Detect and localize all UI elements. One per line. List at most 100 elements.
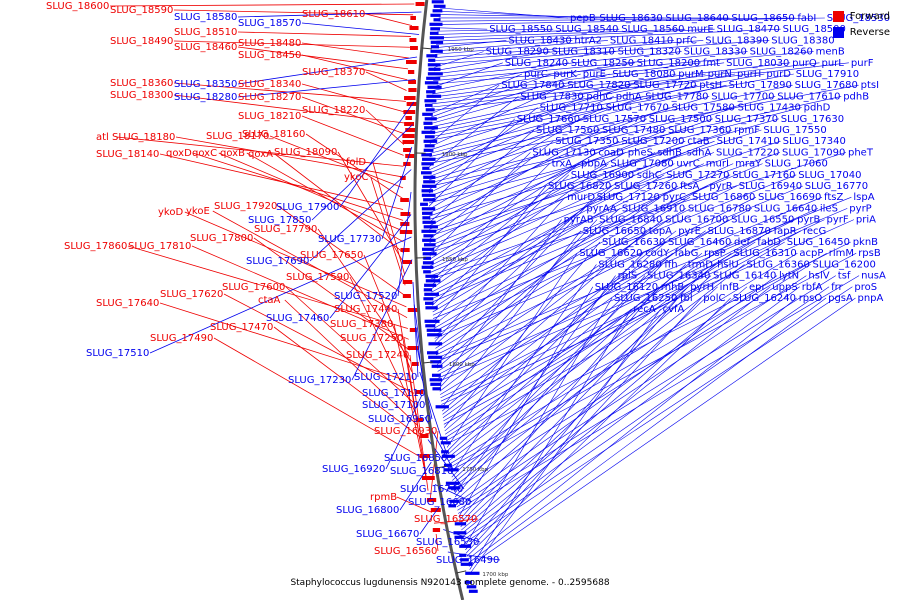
reverse-gene-label: SLUG_17720 [633,80,696,91]
reverse-gene-label: hslV [808,271,829,282]
reverse-gene-block [423,252,437,255]
reverse-gene-label: SLUG_16770 [805,181,868,192]
reverse-gene-label: SLUG_17080 [610,159,673,170]
reverse-gene-label: purH [737,69,761,80]
forward-leader-line [238,32,411,36]
reverse-gene-label: SLUG_16530 [416,537,479,548]
reverse-gene-label: SLUG_18290 [486,47,549,58]
forward-gene-label: SLUG_18480 [238,38,301,49]
reverse-gene-label: SLUG_18260 [750,47,813,58]
reverse-gene-label: SLUG_16920 [322,464,385,475]
forward-gene-label: SLUG_18590 [110,5,173,16]
reverse-gene-label: ftsZ [824,192,843,203]
reverse-gene-label: SLUG_16860 [692,192,755,203]
reverse-gene-block [433,9,443,12]
reverse-gene-label: recG [803,226,826,237]
reverse-gene-block [426,90,435,93]
reverse-leader-line [302,23,419,35]
forward-gene-block [409,26,418,30]
forward-gene-block [410,46,418,50]
scale-tick-label: 1750 kbp [462,467,488,473]
reverse-gene-label: SLUG_16740 [400,484,463,495]
reverse-gene-label: fabD [757,237,781,248]
forward-gene-label: qoxC [192,148,217,159]
reverse-gene-label: SLUG_18470 [717,24,780,35]
reverse-gene-label: SLUG_18390 [705,35,768,46]
reverse-gene-block [426,108,435,111]
reverse-gene-label: pheS [628,147,653,158]
forward-gene-label: SLUG_18160 [242,129,305,140]
reverse-gene-label: SLUG_18380 [771,35,834,46]
reverse-gene-labels-right: pepB SLUG_18630 SLUG_18640 SLUG_18650 fabI SL… [486,13,891,315]
reverse-gene-label: murD [567,192,595,203]
reverse-gene-label: SLUG_17260 [614,181,677,192]
forward-gene-label: SLUG_18210 [238,111,301,122]
forward-gene-label: SLUG_18600 [46,1,109,12]
reverse-gene-label: SLUG_16690 [758,192,821,203]
reverse-gene-label: pyrC [663,192,686,203]
reverse-leader-line [433,186,546,322]
reverse-gene-label: purC [524,69,548,80]
reverse-gene-block [423,297,433,300]
reverse-gene-label: lytN [779,271,799,282]
reverse-gene-block [427,86,441,89]
reverse-gene-label: SLUG_18250 [571,58,634,69]
reverse-gene-label: pyrP [849,203,871,214]
reverse-gene-label: SLUG_16900 [571,170,634,181]
reverse-gene-label: SLUG_18560 [621,24,684,35]
genome-map: 1950 kbp1900 kbp1850 kbp1800 kbp1750 kbp… [0,0,900,600]
reverse-leader-line [340,102,414,207]
reverse-gene-label: pdhC [586,91,612,102]
reverse-leader-line [464,287,852,543]
forward-gene-block [416,2,425,6]
forward-gene-block [433,528,440,532]
reverse-gene-label: SLUG_18280 [174,92,237,103]
reverse-leader-line [438,28,487,29]
reverse-gene-label: purQ [792,58,817,69]
forward-gene-label: SLUG_18450 [238,50,301,61]
forward-gene-label: SLUG_18360 [110,78,173,89]
reverse-gene-label: SLUG_18540 [555,24,618,35]
reverse-gene-label: SLUG_16870 [708,226,771,237]
reverse-gene-label: rpsB [858,248,881,259]
reverse-gene-block [423,270,431,273]
reverse-gene-label: purF [851,58,874,69]
reverse-gene-label: SLUG_16940 [739,181,802,192]
reverse-gene-label: trmD [688,259,714,270]
reverse-gene-label: SLUG_17570 [583,114,646,125]
reverse-gene-label: purD [766,69,791,80]
reverse-gene-label: SLUG_16140 [713,271,776,282]
reverse-gene-block [432,0,444,3]
reverse-gene-block [428,59,435,62]
reverse-gene-label: SLUG_16310 [733,248,796,259]
reverse-gene-label: sdhA [687,147,712,158]
forward-gene-label: atl [96,132,109,143]
reverse-gene-label: sdhB [657,147,682,158]
reverse-gene-label: pgsA [828,293,853,304]
reverse-gene-label: menB [816,47,845,58]
forward-gene-block [408,70,414,74]
forward-leader-line [366,110,404,145]
forward-gene-block [400,212,410,216]
reverse-gene-label: proS [854,282,877,293]
reverse-gene-label: rpsO [799,293,823,304]
reverse-gene-label: mraY [735,159,762,170]
reverse-gene-label: SLUG_17690 [246,256,309,267]
forward-gene-label: SLUG_18140 [96,149,159,160]
forward-gene-label: qoxB [220,148,245,159]
reverse-leader-line [465,298,678,550]
reverse-gene-label: fabG [675,248,699,259]
reverse-gene-label: pnpA [858,293,884,304]
forward-gene-label: qoxD [166,148,192,159]
scale-tick-label: 1950 kbp [448,47,474,53]
reverse-gene-block [426,54,437,57]
forward-gene-block [400,198,409,202]
reverse-gene-label: SLUG_17370 [715,114,778,125]
reverse-gene-label: rnhB [661,282,685,293]
reverse-gene-label: priA [856,215,876,226]
forward-gene-label: SLUG_18300 [110,90,173,101]
reverse-leader-line [466,298,701,553]
forward-gene-block [404,122,414,126]
reverse-gene-label: sdhC [637,170,662,181]
reverse-gene-label: pyrE [678,226,701,237]
